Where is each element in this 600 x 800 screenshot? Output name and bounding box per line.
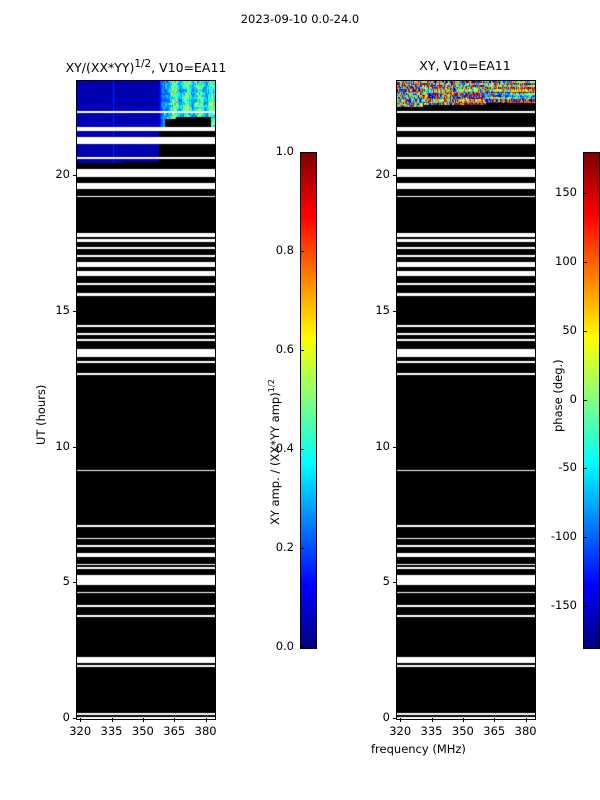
right-xtick-mark <box>462 718 464 722</box>
right-xtick-mark <box>494 718 496 722</box>
left-ytick-mark <box>72 175 76 177</box>
amplitude-colorbar-tick-label: 0.2 <box>275 540 294 554</box>
amplitude-colorbar-tick-mark <box>300 251 304 252</box>
amplitude-colorbar[interactable] <box>300 152 317 649</box>
phase-colorbar-tick-mark <box>583 537 587 538</box>
amplitude-colorbar-tick-mark <box>300 350 304 351</box>
figure-suptitle: 2023-09-10 0.0-24.0 <box>240 12 360 26</box>
right-ytick-label: 10 <box>375 438 390 453</box>
left-xtick-label: 320 <box>69 724 92 738</box>
right-ytick-label: 5 <box>382 574 390 589</box>
left-xtick-mark <box>80 718 82 722</box>
right-xtick-label: 320 <box>389 724 412 738</box>
left-ytick-label: 10 <box>55 438 70 453</box>
phase-colorbar-tick-mark <box>583 193 587 195</box>
phase-colorbar-tick-label: -50 <box>558 460 577 475</box>
phase-heatmap-panel[interactable] <box>396 80 536 720</box>
phase-colorbar-tick-label: 0 <box>569 391 577 406</box>
phase-colorbar[interactable] <box>583 152 600 649</box>
phase-colorbar-tick-mark <box>583 330 587 332</box>
left-xtick-label: 380 <box>194 724 217 738</box>
right-ytick-mark <box>392 446 396 448</box>
amplitude-colorbar-label: XY amp. / (XX*YY amp)1/2 <box>266 379 282 525</box>
amplitude-colorbar-tick-label: 0.0 <box>275 639 294 653</box>
phase-colorbar-tick-label: -150 <box>550 597 577 612</box>
amplitude-colorbar-tick-mark <box>300 449 304 450</box>
left-ytick-label: 0 <box>62 710 70 724</box>
phase-colorbar-tick-mark <box>583 262 587 263</box>
amplitude-colorbar-label-main: XY amp. / (XX*YY amp) <box>267 392 282 525</box>
phase-colorbar-gradient <box>584 153 599 648</box>
left-ytick-mark <box>72 582 76 584</box>
phase-x-axis-label: frequency (MHz) <box>371 742 466 756</box>
right-xtick-label: 380 <box>514 724 537 738</box>
phase-colorbar-tick-label: 50 <box>562 322 577 337</box>
left-xtick-label: 335 <box>100 724 123 738</box>
amplitude-colorbar-tick-label: 0.6 <box>275 342 294 356</box>
right-ytick-label: 15 <box>375 302 390 317</box>
amplitude-colorbar-tick-mark <box>300 647 304 648</box>
right-ytick-mark <box>392 175 396 177</box>
phase-colorbar-tick-mark <box>583 399 587 401</box>
right-ytick-label: 20 <box>375 167 390 182</box>
amplitude-title-exponent: 1/2 <box>134 58 152 70</box>
left-ytick-mark <box>72 718 76 719</box>
left-xtick-label: 350 <box>131 724 154 738</box>
amplitude-colorbar-label-exponent: 1/2 <box>266 379 276 393</box>
amplitude-heatmap-panel[interactable] <box>76 80 216 720</box>
amplitude-heatmap-image <box>77 81 215 719</box>
left-ytick-label: 20 <box>55 167 70 182</box>
phase-colorbar-tick-label: 100 <box>555 254 577 268</box>
left-ytick-mark <box>72 310 76 312</box>
left-xtick-mark <box>111 718 113 722</box>
amplitude-title-main: XY/(XX*YY) <box>65 60 135 76</box>
phase-title-main: XY, V10=EA11 <box>419 58 511 73</box>
left-ytick-label: 15 <box>55 302 70 317</box>
amplitude-title-tail: , V10=EA11 <box>151 60 227 76</box>
phase-colorbar-tick-mark <box>583 605 587 607</box>
right-ytick-mark <box>392 310 396 312</box>
right-xtick-label: 335 <box>420 724 443 738</box>
left-xtick-label: 365 <box>163 724 186 738</box>
right-ytick-mark <box>392 582 396 584</box>
left-xtick-mark <box>205 718 207 722</box>
amplitude-colorbar-tick-label: 0.4 <box>275 441 294 455</box>
amplitude-colorbar-gradient <box>301 153 316 648</box>
left-ytick-label: 5 <box>62 574 70 589</box>
right-ytick-mark <box>392 718 396 719</box>
phase-colorbar-label: phase (deg.) <box>551 359 565 432</box>
phase-panel-title: XY, V10=EA11 <box>350 58 580 73</box>
amplitude-colorbar-tick-mark <box>300 152 304 153</box>
phase-colorbar-tick-mark <box>583 468 587 470</box>
left-xtick-mark <box>142 718 144 722</box>
amplitude-y-axis-label: UT (hours) <box>34 384 48 445</box>
left-ytick-mark <box>72 446 76 448</box>
left-xtick-mark <box>174 718 176 722</box>
amplitude-colorbar-tick-label: 0.8 <box>275 243 294 257</box>
right-xtick-mark <box>400 718 402 722</box>
phase-heatmap-image <box>397 81 535 719</box>
amplitude-panel-title: XY/(XX*YY)1/2, V10=EA11 <box>26 58 266 75</box>
right-xtick-mark <box>431 718 433 722</box>
amplitude-colorbar-tick-mark <box>300 548 304 549</box>
right-xtick-label: 365 <box>483 724 506 738</box>
amplitude-colorbar-tick-label: 1.0 <box>275 144 294 158</box>
right-xtick-label: 350 <box>451 724 474 738</box>
right-ytick-label: 0 <box>382 710 390 724</box>
right-xtick-mark <box>525 718 527 722</box>
phase-colorbar-tick-label: -100 <box>550 529 577 543</box>
phase-colorbar-tick-label: 150 <box>555 185 577 200</box>
phase-colorbar-label-main: phase (deg.) <box>551 359 565 432</box>
